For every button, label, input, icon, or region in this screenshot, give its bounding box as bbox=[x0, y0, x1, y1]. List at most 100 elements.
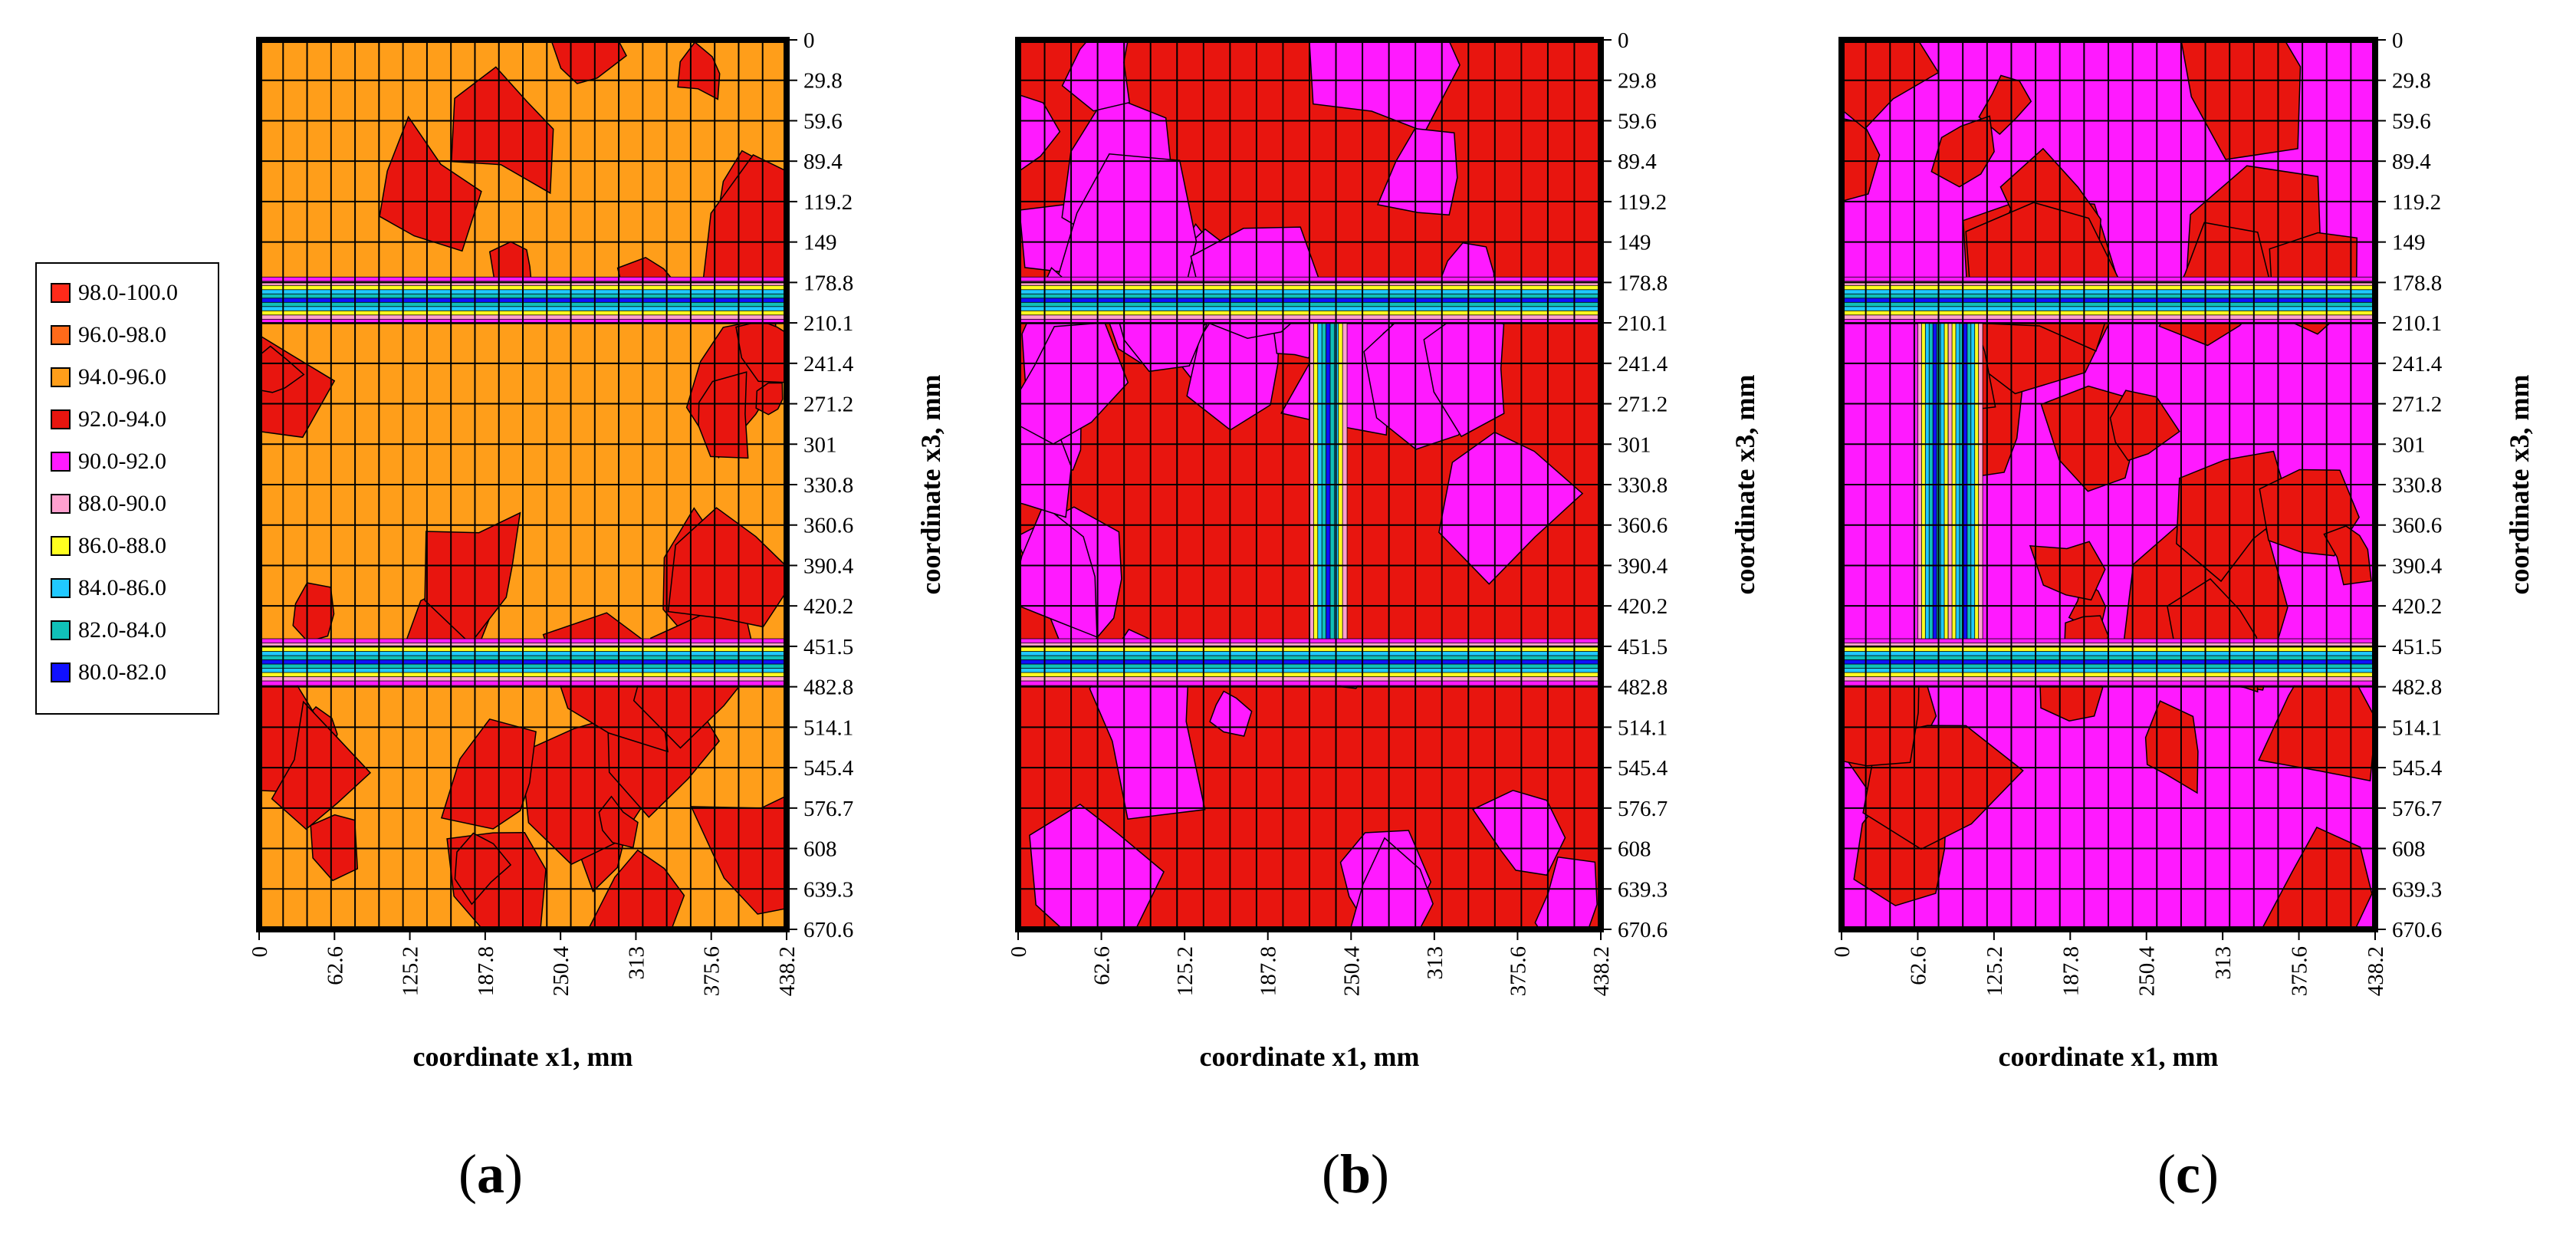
y-tick-label: 149 bbox=[803, 231, 837, 255]
x-tick-label: 187.8 bbox=[474, 946, 498, 996]
x-tick-label: 438.2 bbox=[1589, 946, 1614, 996]
contour-region bbox=[1018, 504, 1098, 638]
y-tick-label: 29.8 bbox=[803, 69, 843, 94]
x-tick-label: 250.4 bbox=[2135, 946, 2160, 997]
y-tick-label: 119.2 bbox=[2392, 190, 2441, 215]
y-tick-label: 271.2 bbox=[1618, 393, 1668, 417]
y-tick-label: 545.4 bbox=[2392, 756, 2443, 781]
contour-region bbox=[454, 832, 512, 906]
legend-swatch bbox=[51, 536, 71, 556]
contour-region bbox=[2323, 525, 2372, 586]
legend-item: 88.0-90.0 bbox=[51, 488, 166, 519]
y-tick-label: 420.2 bbox=[803, 594, 853, 619]
y-tick-label: 360.6 bbox=[803, 514, 853, 538]
contour-region bbox=[698, 371, 749, 459]
y-tick-label: 271.2 bbox=[2392, 393, 2442, 417]
y-tick-label: 482.8 bbox=[1618, 676, 1668, 700]
y-tick-label: 119.2 bbox=[1618, 190, 1667, 215]
x-axis-title: coordinate x1, mm bbox=[1200, 1041, 1420, 1072]
x-tick-label: 375.6 bbox=[2288, 946, 2312, 996]
y-tick-label: 178.8 bbox=[803, 271, 853, 295]
y-tick-label: 119.2 bbox=[803, 190, 853, 215]
contour-region bbox=[667, 507, 787, 628]
x-tick-label: 187.8 bbox=[2058, 946, 2083, 996]
legend-swatch bbox=[51, 620, 71, 640]
x-tick-label: 250.4 bbox=[549, 946, 573, 997]
legend-swatch bbox=[51, 494, 71, 514]
y-tick-label: 0 bbox=[1618, 28, 1629, 53]
legend-swatch bbox=[51, 325, 71, 345]
y-tick-label: 178.8 bbox=[1618, 271, 1668, 295]
x-tick-label: 62.6 bbox=[323, 946, 347, 985]
contour-region bbox=[2180, 40, 2302, 160]
contour-region bbox=[2261, 827, 2373, 929]
y-tick-label: 330.8 bbox=[2392, 473, 2442, 498]
panel-label-c: (c) bbox=[2157, 1143, 2219, 1205]
panel-label-b: (b) bbox=[1321, 1143, 1390, 1205]
x-tick-label: 375.6 bbox=[1506, 946, 1530, 996]
heatmap-panel-b: 0 29.8 59.6 89.4 119.2 149 178.8 210.1 241.4 271.… bbox=[1007, 28, 1760, 1072]
x-tick-label: 0 bbox=[1007, 946, 1031, 958]
x-tick-label: 313 bbox=[624, 946, 649, 980]
y-axis-title: coordinate x3, mm bbox=[1730, 375, 1760, 595]
x-tick-label: 375.6 bbox=[700, 946, 724, 996]
legend-item: 98.0-100.0 bbox=[51, 278, 178, 308]
y-tick-label: 301 bbox=[803, 432, 837, 457]
contour-region bbox=[550, 40, 627, 84]
y-tick-label: 330.8 bbox=[803, 473, 853, 498]
y-tick-label: 301 bbox=[2392, 432, 2426, 457]
legend-label: 98.0-100.0 bbox=[78, 280, 178, 305]
x-tick-label: 187.8 bbox=[1257, 946, 1281, 996]
y-tick-label: 670.6 bbox=[803, 918, 853, 942]
x-tick-label: 313 bbox=[1423, 946, 1447, 980]
y-tick-label: 241.4 bbox=[1618, 352, 1668, 376]
y-tick-label: 514.1 bbox=[2392, 715, 2442, 740]
y-tick-label: 576.7 bbox=[1618, 797, 1668, 821]
legend-swatch bbox=[51, 452, 71, 472]
panel-label-a: (a) bbox=[458, 1143, 523, 1205]
y-tick-label: 514.1 bbox=[803, 715, 853, 740]
legend-label: 84.0-86.0 bbox=[78, 575, 166, 600]
y-tick-label: 210.1 bbox=[1618, 311, 1668, 336]
y-tick-label: 576.7 bbox=[2392, 797, 2442, 821]
contour-region bbox=[292, 582, 335, 643]
x-axis-title: coordinate x1, mm bbox=[413, 1041, 633, 1072]
legend-item: 96.0-98.0 bbox=[51, 320, 166, 350]
y-tick-label: 360.6 bbox=[1618, 514, 1668, 538]
vertical-band-stripe bbox=[1978, 323, 1983, 640]
y-tick-label: 639.3 bbox=[2392, 877, 2442, 902]
legend-item: 92.0-94.0 bbox=[51, 404, 166, 435]
y-tick-label: 639.3 bbox=[803, 877, 853, 902]
y-tick-label: 514.1 bbox=[1618, 715, 1668, 740]
contour-region bbox=[587, 849, 685, 929]
legend-item: 86.0-88.0 bbox=[51, 531, 166, 561]
contour-region bbox=[1376, 127, 1458, 216]
y-tick-label: 576.7 bbox=[803, 797, 853, 821]
y-tick-label: 608 bbox=[1618, 837, 1651, 862]
y-tick-label: 451.5 bbox=[803, 635, 853, 659]
x-tick-label: 62.6 bbox=[1906, 946, 1930, 985]
y-axis-title: coordinate x3, mm bbox=[915, 375, 946, 595]
y-tick-label: 0 bbox=[2392, 28, 2404, 53]
y-tick-label: 241.4 bbox=[2392, 352, 2443, 376]
legend-label: 94.0-96.0 bbox=[78, 364, 166, 390]
legend-item: 90.0-92.0 bbox=[51, 446, 166, 477]
contour-region bbox=[1018, 94, 1061, 173]
legend-item: 82.0-84.0 bbox=[51, 615, 166, 646]
x-axis-title: coordinate x1, mm bbox=[1999, 1041, 2219, 1072]
y-tick-label: 545.4 bbox=[803, 756, 854, 781]
legend-swatch bbox=[51, 367, 71, 387]
contour-region bbox=[2144, 700, 2199, 794]
y-tick-label: 149 bbox=[1618, 231, 1651, 255]
y-tick-label: 241.4 bbox=[803, 352, 854, 376]
y-tick-label: 670.6 bbox=[2392, 918, 2442, 942]
contour-region bbox=[1349, 837, 1434, 929]
legend-swatch bbox=[51, 283, 71, 303]
y-tick-label: 59.6 bbox=[2392, 109, 2431, 133]
heatmap-panel-c: 0 29.8 59.6 89.4 119.2 149 178.8 210.1 241.4 271.… bbox=[1830, 28, 2535, 1072]
y-tick-label: 59.6 bbox=[803, 109, 843, 133]
heatmap-panel-a: 0 29.8 59.6 89.4 119.2 149 178.8 210.1 241.4 271.… bbox=[248, 28, 946, 1072]
contour-region bbox=[310, 814, 359, 882]
y-tick-label: 420.2 bbox=[2392, 594, 2442, 619]
legend-item: 84.0-86.0 bbox=[51, 573, 166, 603]
